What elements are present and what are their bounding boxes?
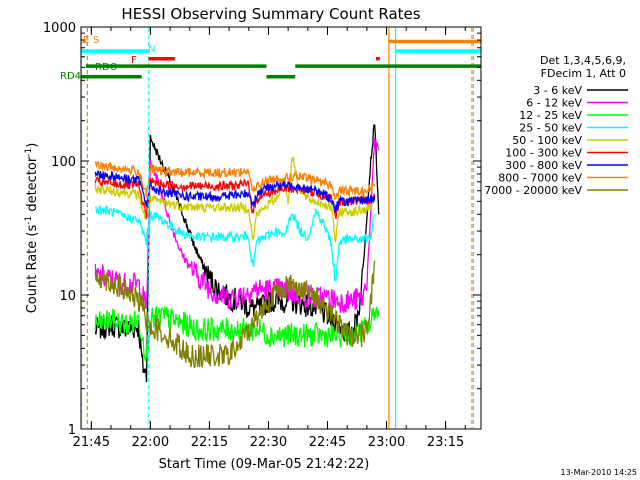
- y-tick-100-label: 100: [51, 155, 76, 170]
- x-tick-2215-label: 22:15: [191, 435, 228, 450]
- flag-label-f: F: [131, 55, 137, 66]
- legend-label-7000-20000-kev: 7000 - 20000 keV: [484, 184, 582, 197]
- flag-label-rd4: RD4: [60, 71, 81, 82]
- series-line-50-100-kev: [94, 156, 376, 243]
- flag-label-e: E: [83, 35, 89, 46]
- flag-label-n: N: [148, 44, 155, 55]
- legend-label-6-12-kev: 6 - 12 keV: [526, 97, 582, 110]
- axes: 21:45 22:00 22:15 22:30 22:45 23:00 23:15 1 10 10…: [43, 21, 481, 450]
- x-tick-2245-label: 22:45: [309, 435, 346, 450]
- y-tick-1-label: 1: [68, 423, 76, 438]
- y-axis-label: Count Rate (s-1 detector-1): [24, 143, 40, 314]
- flag-label-s: S: [93, 35, 99, 46]
- y-tick-1000-label: 1000: [43, 21, 76, 36]
- flag-bars: [81, 39, 481, 79]
- y-tick-10-label: 10: [59, 289, 76, 304]
- x-tick-2315-label: 23:15: [427, 435, 464, 450]
- legend-label-25-50-kev: 25 - 50 keV: [519, 122, 582, 135]
- legend-header-1: Det 1,3,4,5,6,9,: [540, 54, 626, 67]
- legend-label-3-6-kev: 3 - 6 keV: [533, 84, 582, 97]
- legend-label-12-25-kev: 12 - 25 keV: [519, 109, 582, 122]
- series-line-12-25-kev: [94, 306, 380, 364]
- legend-header-2: FDecim 1, Att 0: [541, 67, 626, 80]
- legend-label-50-100-kev: 50 - 100 keV: [512, 134, 582, 147]
- series-layer: [94, 124, 380, 383]
- plot-frame: [80, 26, 482, 430]
- legend-label-100-300-kev: 100 - 300 keV: [505, 147, 582, 160]
- x-tick-2300-label: 23:00: [368, 435, 405, 450]
- chart-title: HESSI Observing Summary Count Rates: [121, 5, 420, 23]
- legend-label-300-800-kev: 300 - 800 keV: [505, 159, 582, 172]
- legend-label-800-7000-kev: 800 - 7000 keV: [498, 172, 582, 185]
- x-tick-2145-label: 21:45: [73, 435, 110, 450]
- series-line-25-50-kev: [94, 204, 376, 282]
- x-tick-2200-label: 22:00: [132, 435, 169, 450]
- series-line-7000-20000-kev: [94, 260, 376, 369]
- x-tick-2230-label: 22:30: [250, 435, 287, 450]
- series-line-300-800-kev: [94, 170, 376, 213]
- series-line-800-7000-kev: [94, 161, 376, 200]
- footer-timestamp: 13-Mar-2010 14:25: [561, 468, 638, 477]
- x-axis-label: Start Time (09-Mar-05 21:42:22): [159, 457, 370, 472]
- flag-label-rdo: RDO: [95, 62, 118, 73]
